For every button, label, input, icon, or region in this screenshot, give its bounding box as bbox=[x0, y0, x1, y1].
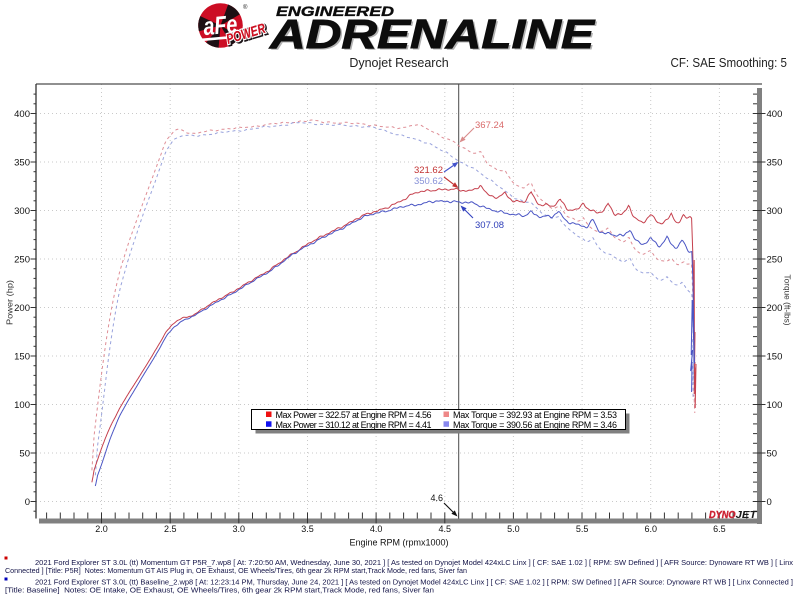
svg-text:350.62: 350.62 bbox=[414, 176, 443, 187]
svg-text:300: 300 bbox=[767, 206, 783, 217]
svg-text:Dynojet Research: Dynojet Research bbox=[349, 56, 448, 70]
svg-text:Torque (ft-lbs): Torque (ft-lbs) bbox=[783, 275, 792, 326]
svg-text:Max Power = 310.12 at Engine R: Max Power = 310.12 at Engine RPM = 4.41 bbox=[276, 420, 432, 430]
svg-text:0: 0 bbox=[767, 497, 772, 508]
svg-text:ADRENALINE: ADRENALINE bbox=[271, 13, 598, 59]
svg-text:250: 250 bbox=[767, 255, 783, 266]
svg-text:307.08: 307.08 bbox=[475, 220, 504, 231]
svg-text:2.0: 2.0 bbox=[95, 524, 108, 534]
svg-text:2021 Ford Explorer ST 3.0L (tt: 2021 Ford Explorer ST 3.0L (tt) Momentum… bbox=[35, 558, 793, 567]
svg-text:5.5: 5.5 bbox=[576, 524, 589, 534]
svg-text:50: 50 bbox=[767, 449, 778, 460]
svg-text:2.5: 2.5 bbox=[164, 524, 177, 534]
svg-text:350: 350 bbox=[14, 158, 30, 169]
svg-text:Max Torque = 392.93 at Engine: Max Torque = 392.93 at Engine RPM = 3.53 bbox=[453, 410, 617, 420]
svg-text:Power (hp): Power (hp) bbox=[6, 280, 15, 325]
svg-text:150: 150 bbox=[14, 352, 30, 363]
svg-text:50: 50 bbox=[19, 449, 30, 460]
svg-text:Max Power = 322.57 at Engine R: Max Power = 322.57 at Engine RPM = 4.56 bbox=[276, 410, 432, 420]
svg-text:4.0: 4.0 bbox=[370, 524, 383, 534]
svg-text:3.5: 3.5 bbox=[301, 524, 314, 534]
svg-text:4.6: 4.6 bbox=[430, 493, 443, 503]
svg-text:0: 0 bbox=[25, 497, 30, 508]
svg-text:250: 250 bbox=[14, 255, 30, 266]
svg-text:400: 400 bbox=[767, 109, 783, 120]
svg-text:200: 200 bbox=[767, 303, 783, 314]
svg-text:2021 Ford Explorer ST 3.0L (tt: 2021 Ford Explorer ST 3.0L (tt) Baseline… bbox=[35, 578, 793, 587]
svg-text:Connected ] [Title: P5R] Note: Connected ] [Title: P5R] Notes: Momentum… bbox=[5, 566, 467, 575]
svg-text:ENGINEERED: ENGINEERED bbox=[276, 4, 394, 19]
svg-text:CF: SAE Smoothing: 5: CF: SAE Smoothing: 5 bbox=[671, 56, 788, 70]
svg-text:ADRENALINE: ADRENALINE bbox=[269, 11, 596, 57]
svg-text:321.62: 321.62 bbox=[414, 165, 443, 176]
svg-text:[Title: Baseline] Notes: OE I: [Title: Baseline] Notes: OE Intake, OE E… bbox=[5, 586, 434, 595]
svg-text:Engine RPM (rpmx1000): Engine RPM (rpmx1000) bbox=[349, 538, 448, 548]
svg-text:3.0: 3.0 bbox=[233, 524, 246, 534]
svg-text:300: 300 bbox=[14, 206, 30, 217]
svg-text:®: ® bbox=[243, 4, 248, 11]
svg-text:DYNO: DYNO bbox=[709, 510, 736, 521]
svg-text:150: 150 bbox=[767, 352, 783, 363]
svg-text:350: 350 bbox=[767, 158, 783, 169]
svg-text:6.5: 6.5 bbox=[713, 524, 726, 534]
svg-text:6.0: 6.0 bbox=[644, 524, 657, 534]
svg-text:367.24: 367.24 bbox=[475, 120, 504, 131]
svg-text:100: 100 bbox=[14, 400, 30, 411]
svg-text:5.0: 5.0 bbox=[507, 524, 520, 534]
svg-text:JET: JET bbox=[736, 510, 758, 521]
svg-text:100: 100 bbox=[767, 400, 783, 411]
svg-text:Max Torque = 390.56 at Engine: Max Torque = 390.56 at Engine RPM = 3.46 bbox=[453, 420, 617, 430]
svg-text:400: 400 bbox=[14, 109, 30, 120]
svg-text:4.5: 4.5 bbox=[439, 524, 452, 534]
svg-text:200: 200 bbox=[14, 303, 30, 314]
